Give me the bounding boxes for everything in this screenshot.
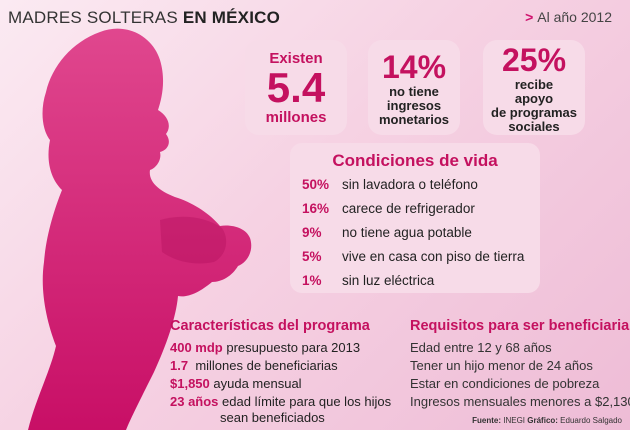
date-text: Al año 2012 — [537, 9, 612, 25]
condition-row: 50% sin lavadora o teléfono — [302, 177, 478, 192]
program-continuation: sean beneficiados — [220, 410, 325, 425]
condition-pct: 5% — [302, 249, 322, 264]
program-key: $1,850 — [170, 376, 210, 391]
support-line: sociales — [508, 118, 560, 134]
program-key: 1.7 — [170, 358, 189, 373]
program-item: 400 mdp presupuesto para 2013 — [170, 340, 360, 355]
title-light: MADRES SOLTERAS — [8, 8, 178, 27]
support-pct: 25% — [501, 41, 567, 78]
program-key: 23 años — [170, 394, 219, 409]
condition-text: vive en casa con piso de tierra — [342, 249, 525, 264]
program-text: millones de beneficiarias — [195, 358, 338, 373]
condition-pct: 16% — [302, 201, 330, 216]
condition-text: no tiene agua potable — [342, 225, 472, 240]
no-income-box: 14% no tiene ingresos monetarios — [368, 40, 460, 135]
no-income-line: monetarios — [378, 111, 450, 127]
no-income-line: ingresos — [386, 97, 442, 113]
requirement-item: Estar en condiciones de pobreza — [410, 376, 600, 391]
requirements-title: Requisitos para ser beneficiaria — [410, 318, 630, 334]
support-box: 25% recibe apoyo de programas sociales — [483, 40, 585, 135]
total-mothers-box: Existen 5.4 millones — [245, 40, 347, 135]
support-line: apoyo — [514, 90, 554, 106]
requirement-item: Tener un hijo menor de 24 años — [410, 358, 593, 373]
condition-text: sin lavadora o teléfono — [342, 177, 478, 192]
program-text: edad límite para que los hijos — [222, 394, 392, 409]
requirement-item: Edad entre 12 y 68 años — [410, 340, 552, 355]
graphic-label: Gráfico: — [527, 416, 558, 425]
no-income-pct: 14% — [381, 48, 447, 85]
support-line: de programas — [491, 104, 577, 120]
program-item: 1.7 millones de beneficiarias — [170, 358, 338, 373]
date-label: > Al año 2012 — [525, 9, 612, 25]
source-label: Fuente: — [472, 416, 502, 425]
title-bold: EN MÉXICO — [182, 8, 281, 27]
conditions-title: Condiciones de vida — [332, 151, 498, 170]
graphic-author: Eduardo Salgado — [560, 416, 622, 425]
requirement-item: Ingresos mensuales menores a $2,130 — [410, 394, 630, 409]
program-title: Características del programa — [170, 318, 370, 334]
condition-text: sin luz eléctrica — [342, 273, 435, 288]
condition-pct: 9% — [302, 225, 322, 240]
credits: Fuente: INEGI Gráfico: Eduardo Salgado — [472, 416, 622, 425]
condition-pct: 50% — [302, 177, 330, 192]
condition-row: 16% carece de refrigerador — [302, 201, 475, 216]
program-text: ayuda mensual — [213, 376, 302, 391]
program-key: 400 mdp — [170, 340, 223, 355]
condition-row: 5% vive en casa con piso de tierra — [302, 249, 524, 264]
condition-row: 1% sin luz eléctrica — [302, 273, 434, 288]
condition-pct: 1% — [302, 273, 322, 288]
support-line: recibe — [514, 76, 554, 92]
page-title: MADRES SOLTERAS EN MÉXICO — [8, 8, 280, 28]
no-income-line: no tiene — [389, 83, 439, 99]
living-conditions-box: Condiciones de vida 50% sin lavadora o te… — [290, 143, 540, 293]
condition-row: 9% no tiene agua potable — [302, 225, 472, 240]
existen-value: 5.4 — [266, 63, 326, 111]
existen-label: Existen — [269, 49, 323, 67]
program-item: $1,850 ayuda mensual — [170, 376, 302, 391]
program-text: presupuesto para 2013 — [226, 340, 361, 355]
source-name: INEGI — [503, 416, 526, 425]
existen-unit: millones — [265, 108, 327, 126]
condition-text: carece de refrigerador — [342, 201, 475, 216]
chevron-right-icon: > — [525, 9, 534, 25]
program-item: 23 años edad límite para que los hijos — [170, 394, 391, 409]
